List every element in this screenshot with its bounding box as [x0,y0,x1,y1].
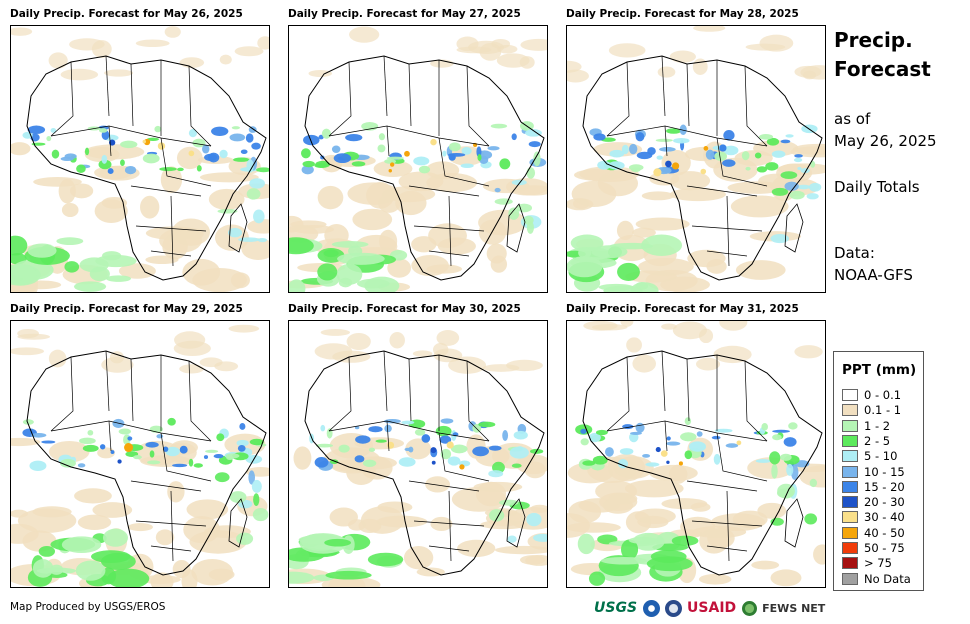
legend-item: 10 - 15 [842,465,905,479]
legend-item: 1 - 2 [842,419,890,433]
precip-map [10,320,270,588]
legend-title: PPT (mm) [842,362,917,378]
forecast-panel-may-27: Daily Precip. Forecast for May 27, 2025 [288,8,548,298]
forecast-panel-may-29: Daily Precip. Forecast for May 29, 2025 [10,303,270,593]
partner-logos: USGS USAID FEWS NET [594,597,825,619]
daily-totals-text: Daily Totals [834,178,920,196]
side-title-line2: Forecast [834,57,931,81]
legend-label: 10 - 15 [864,464,905,479]
legend-label: No Data [864,571,911,586]
legend-swatch [842,557,858,570]
legend-swatch [842,434,858,447]
forecast-panel-may-26: Daily Precip. Forecast for May 26, 2025 [10,8,270,298]
forecast-panel-may-30: Daily Precip. Forecast for May 30, 2025 [288,303,548,593]
noaa-logo-icon [643,599,661,617]
legend-label: 1 - 2 [864,418,891,433]
usaid-logo: USAID [687,600,737,616]
legend-swatch [842,526,858,539]
legend-label: 50 - 75 [864,541,905,555]
fews-net-logo: FEWS NET [762,601,826,615]
dept-seal-icon [665,599,683,617]
precip-map [288,25,548,293]
data-source-line1: Data: [834,244,875,262]
legend-swatch [842,404,858,417]
as-of-line2: May 26, 2025 [834,132,937,150]
legend-item: 40 - 50 [842,526,905,540]
precip-map [288,320,548,588]
legend-item: 2 - 5 [842,434,890,448]
as-of-text: as of May 26, 2025 [834,108,937,152]
legend-label: > 75 [864,556,892,571]
legend-swatch [842,572,858,585]
panel-title: Daily Precip. Forecast for May 31, 2025 [566,303,799,315]
precip-map [566,25,826,293]
panel-title: Daily Precip. Forecast for May 30, 2025 [288,303,521,315]
panel-title: Daily Precip. Forecast for May 29, 2025 [10,303,243,315]
legend-item: > 75 [842,556,892,570]
legend-swatch [842,480,858,493]
legend-label: 15 - 20 [864,479,905,494]
legend-label: 40 - 50 [864,525,905,540]
legend-item: 50 - 75 [842,541,905,555]
legend-item: 0.1 - 1 [842,403,901,417]
legend-item: 20 - 30 [842,495,905,509]
fews-globe-icon [742,600,758,616]
data-source-line2: NOAA-GFS [834,266,913,284]
panel-title: Daily Precip. Forecast for May 28, 2025 [566,8,799,20]
legend-label: 2 - 5 [864,433,891,448]
legend-label: 30 - 40 [864,510,905,525]
legend-label: 20 - 30 [864,495,905,510]
map-credit: Map Produced by USGS/EROS [10,601,166,613]
legend-swatch [842,389,858,401]
panel-title: Daily Precip. Forecast for May 27, 2025 [288,8,521,20]
precip-map [10,25,270,293]
legend-item: No Data [842,572,911,586]
legend-swatch [842,542,858,554]
legend-label: 5 - 10 [864,449,898,464]
legend-label: 0.1 - 1 [864,403,902,418]
panel-title: Daily Precip. Forecast for May 26, 2025 [10,8,243,20]
forecast-panel-may-28: Daily Precip. Forecast for May 28, 2025 [566,8,826,298]
precip-map [566,320,826,588]
legend-swatch [842,496,858,509]
as-of-line1: as of [834,110,871,128]
side-title-line1: Precip. [834,28,913,52]
legend-item: 5 - 10 [842,449,897,463]
usgs-logo: USGS [594,600,638,616]
data-source-text: Data: NOAA-GFS [834,242,913,286]
legend-item: 30 - 40 [842,510,905,524]
legend-item: 0 - 0.1 [842,388,901,402]
forecast-panel-may-31: Daily Precip. Forecast for May 31, 2025 [566,303,826,593]
side-title: Precip. Forecast [834,26,931,84]
legend-swatch [842,450,858,463]
legend-swatch [842,419,858,432]
legend-item: 15 - 20 [842,480,905,494]
legend-label: 0 - 0.1 [864,388,902,402]
legend-swatch [842,511,858,524]
legend-swatch [842,465,858,478]
